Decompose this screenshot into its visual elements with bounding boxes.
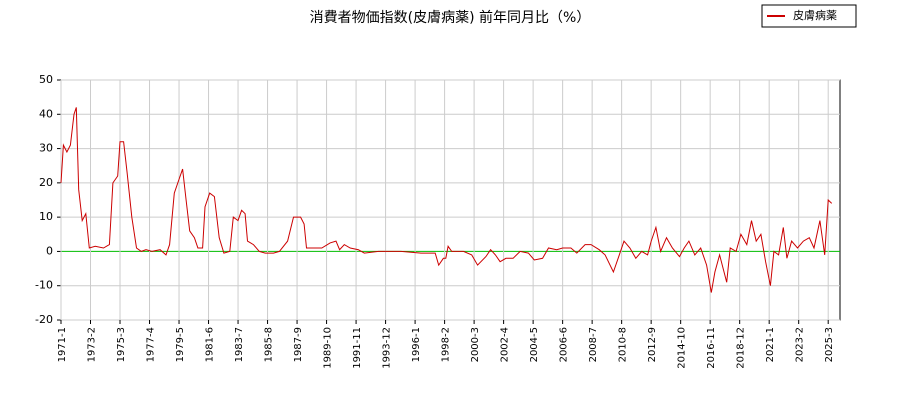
y-tick-label: -10 [35,279,53,292]
y-tick-label: 30 [39,142,53,155]
x-tick-label: 1998-2 [441,327,452,362]
y-tick-label: -20 [35,313,53,326]
x-tick-label: 1985-8 [264,327,275,362]
y-tick-label: 50 [39,73,53,86]
x-tick-label: 1975-3 [116,327,127,362]
x-tick-label: 2014-10 [677,327,688,369]
x-tick-label: 2010-8 [618,327,629,362]
x-tick-label: 1991-11 [352,327,363,369]
y-tick-label: 20 [39,176,53,189]
x-tick-label: 2000-3 [470,327,481,362]
x-tick-label: 2023-2 [795,327,806,362]
x-tick-label: 1973-2 [87,327,98,362]
y-tick-label: 40 [39,107,53,120]
x-tick-label: 2008-7 [588,327,599,362]
x-tick-label: 2004-5 [529,327,540,362]
y-tick-label: 0 [46,244,53,257]
x-tick-label: 2002-4 [500,327,511,362]
x-tick-label: 1983-7 [234,327,245,362]
x-tick-label: 1987-9 [293,327,304,362]
plot-area [60,79,841,321]
x-tick-label: 2018-12 [736,327,747,369]
series-line [60,107,833,293]
x-tick-label: 1977-4 [146,327,157,362]
x-tick-label: 2025-3 [824,327,835,362]
x-tick-label: 2012-9 [647,327,658,362]
x-tick-label: 1971-1 [57,327,68,362]
x-tick-label: 1981-6 [205,327,216,362]
x-tick-label: 2006-6 [559,327,570,362]
legend-box [761,4,857,28]
y-tick-label: 10 [39,210,53,223]
legend-label: 皮膚病薬 [793,8,837,22]
x-tick-label: 1989-10 [323,327,334,369]
x-tick-label: 2021-1 [765,327,776,362]
x-tick-label: 1979-5 [175,327,186,362]
x-tick-label: 1996-1 [411,327,422,362]
x-tick-label: 2016-11 [706,327,717,369]
chart-title: 消費者物価指数(皮膚病薬) 前年同月比（%） [310,9,591,26]
x-tick-label: 1993-12 [382,327,393,369]
